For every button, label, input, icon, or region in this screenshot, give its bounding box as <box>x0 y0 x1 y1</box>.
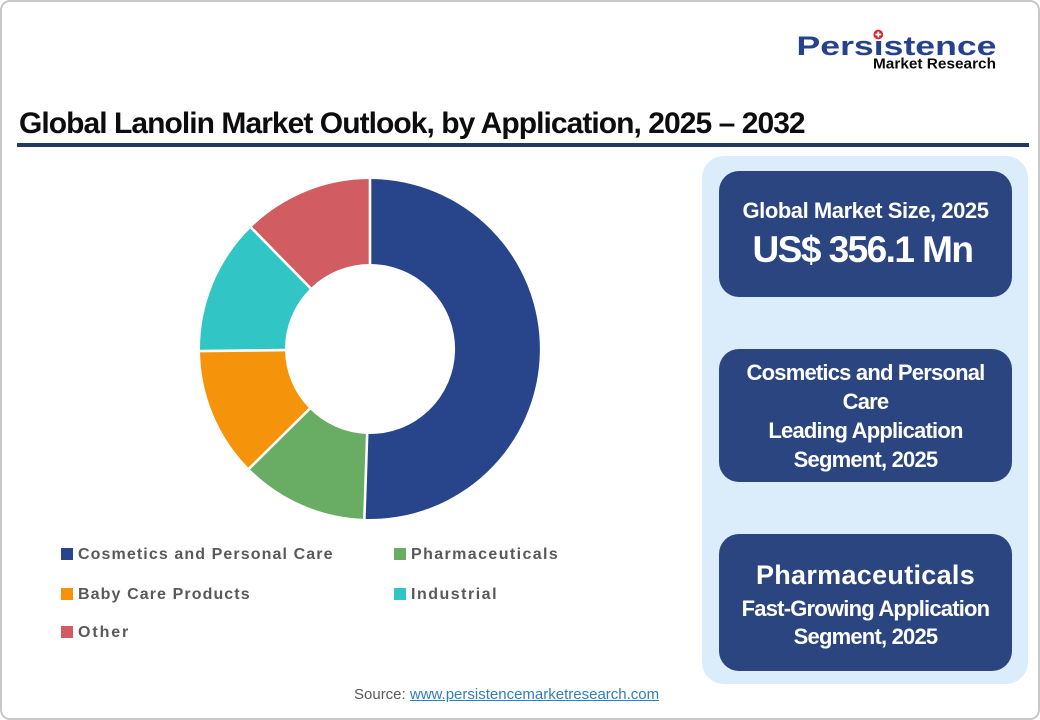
svg-text:Persistence: Persistence <box>797 31 997 61</box>
svg-text:Market Research: Market Research <box>873 56 996 72</box>
